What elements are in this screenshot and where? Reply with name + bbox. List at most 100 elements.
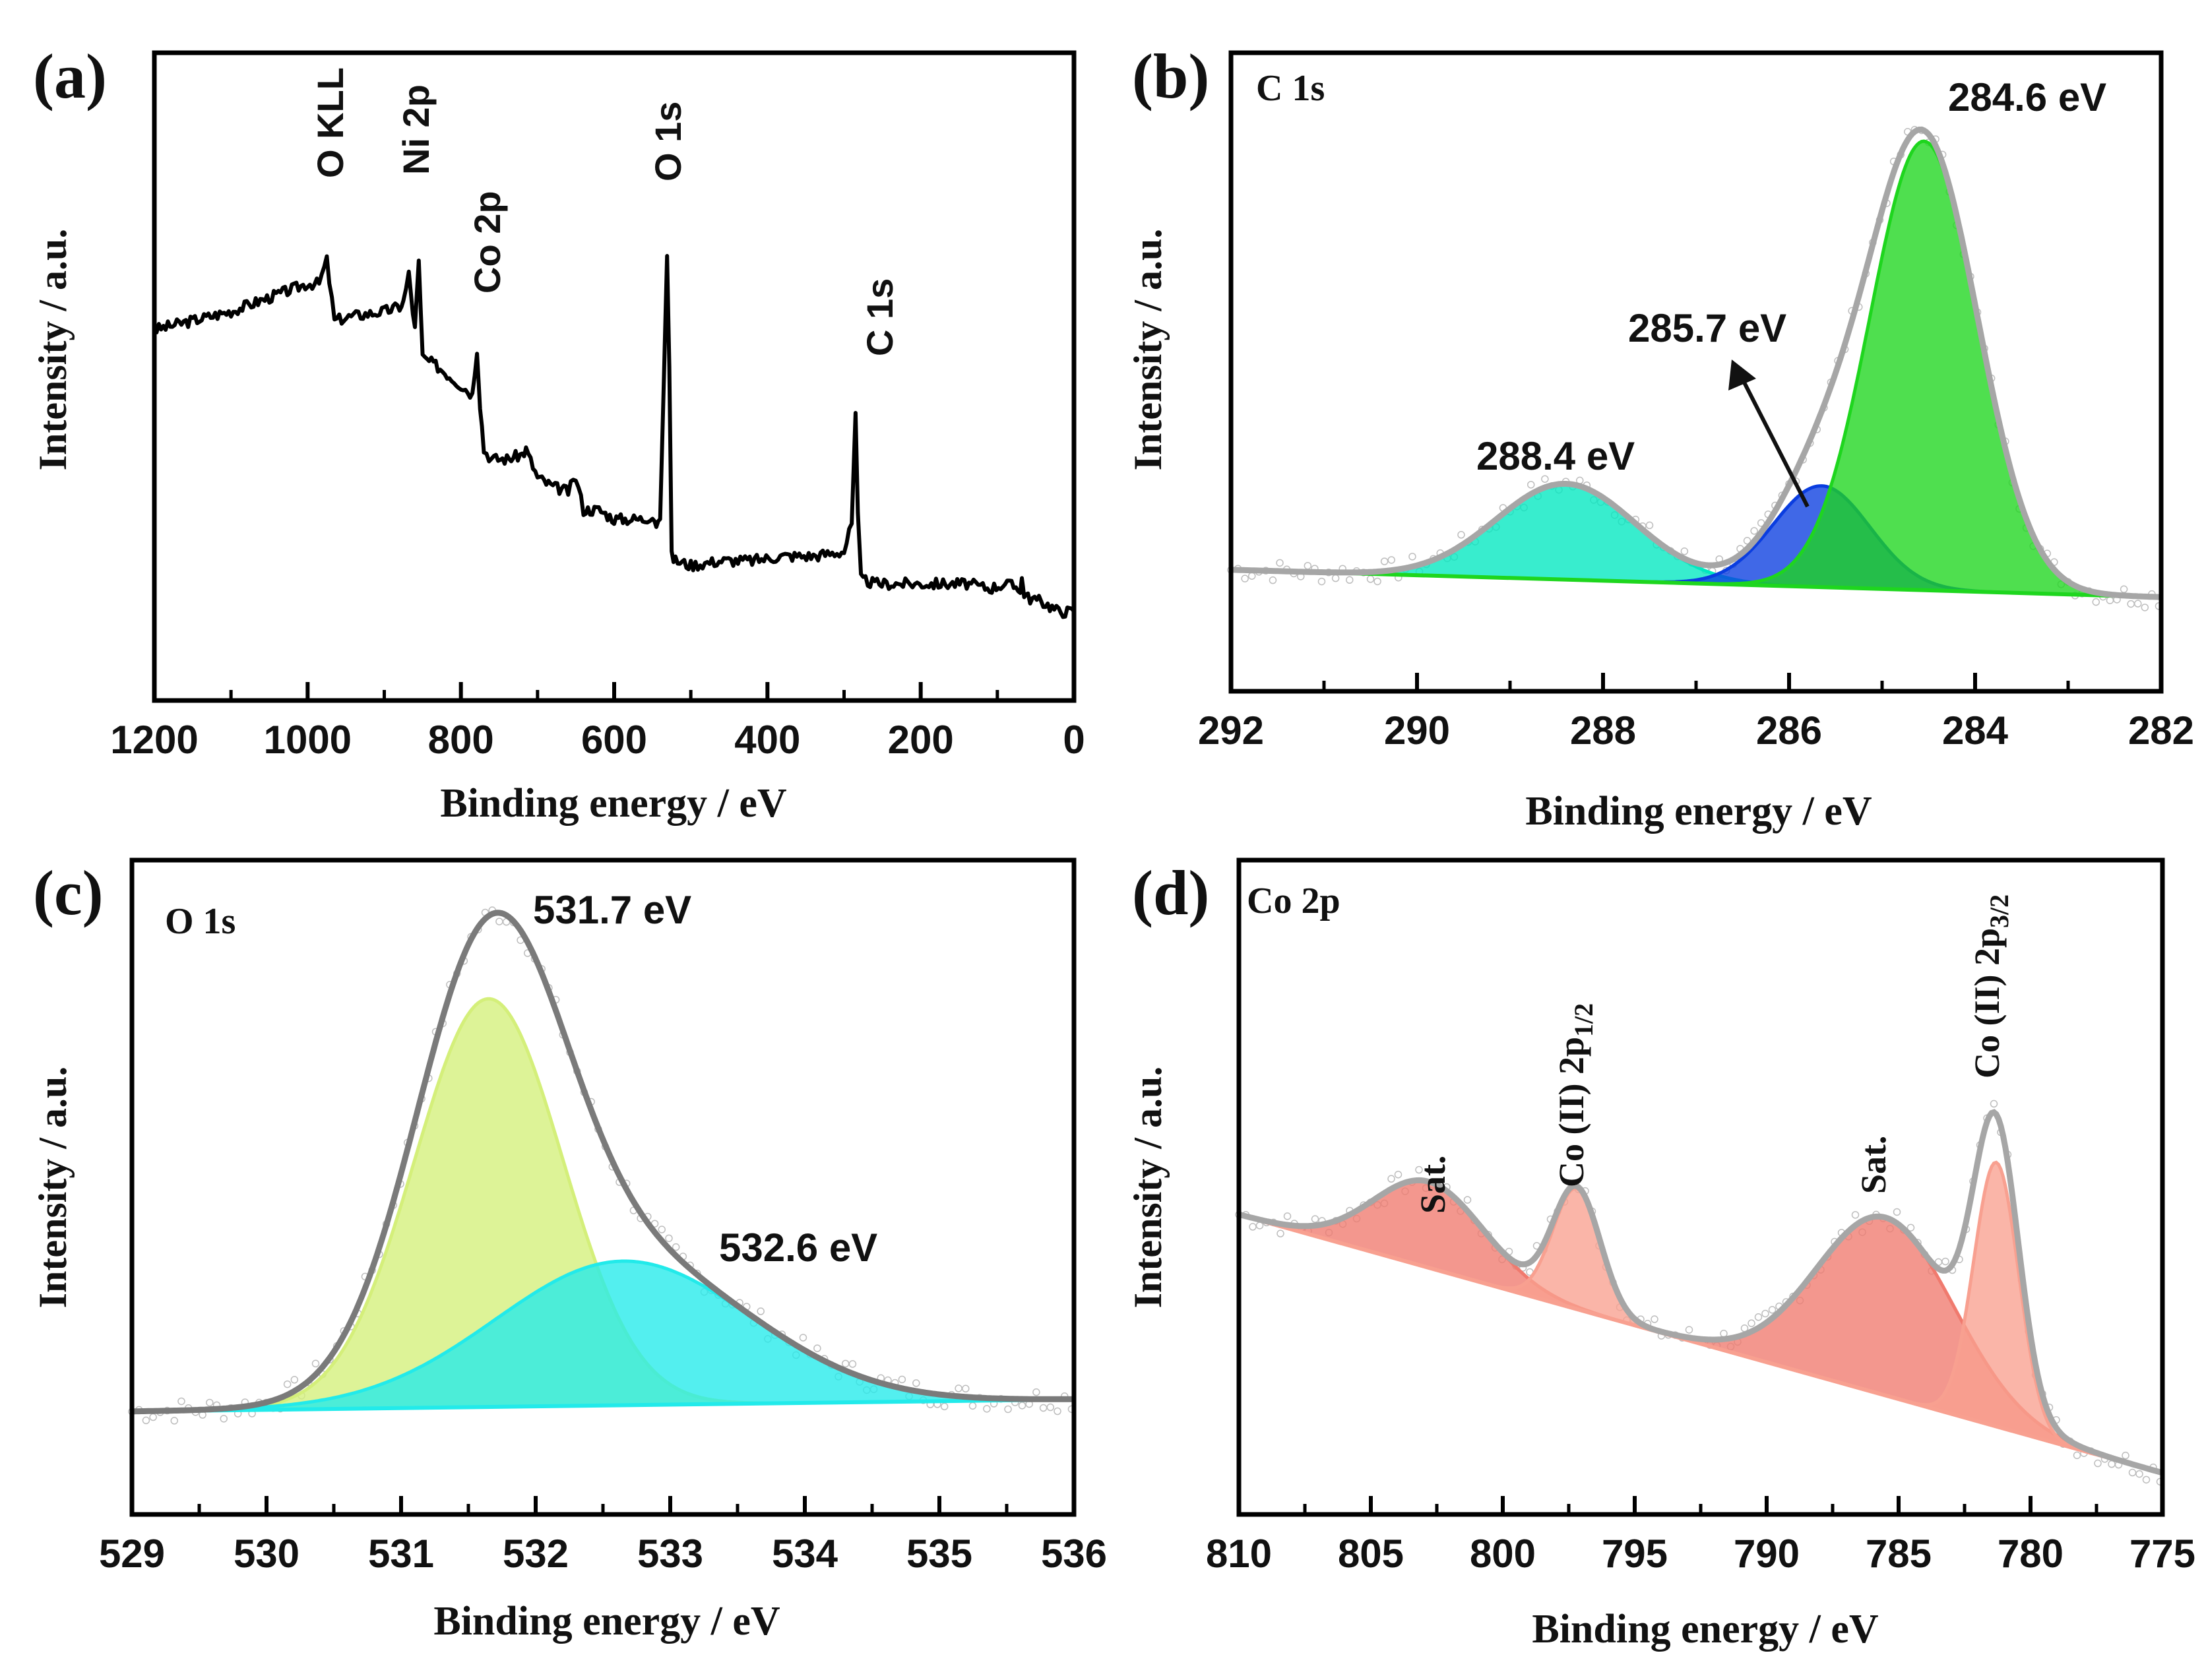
raw-data-point: [290, 1376, 299, 1384]
raw-data-point: [672, 1243, 680, 1251]
panel-b-frame: [1228, 50, 2164, 694]
raw-data-point: [983, 1405, 991, 1413]
panel-b-label: (b): [1132, 41, 1209, 111]
panel-b-c1s: (b) 292 290 288 286 284 282 C 1s Binding ener…: [1126, 41, 2194, 834]
raw-data-point: [940, 1402, 949, 1411]
raw-data-point: [813, 1344, 821, 1352]
x-tick-label: 775: [2129, 1532, 2195, 1576]
panel-a-label: (a): [33, 41, 107, 111]
panel-c-plot-area: [128, 906, 1076, 1425]
raw-data-point: [1004, 1405, 1012, 1414]
fit-component-peak: [1230, 139, 2162, 599]
raw-data-point: [1685, 1326, 1693, 1334]
fit-envelope: [1230, 126, 2162, 600]
raw-data-point: [1387, 1175, 1395, 1183]
panel-c-frame: [129, 857, 1077, 1517]
raw-data-point: [665, 1234, 673, 1243]
panel-c-label: (c): [33, 857, 104, 928]
raw-data-point: [1387, 556, 1395, 564]
annotation-sat-1: Sat.: [1413, 1155, 1453, 1214]
annotation-o-kll-text: O KLL: [309, 67, 351, 178]
raw-data-point: [2128, 1468, 2137, 1477]
panel-d-y-axis-title: Intensity / a.u.: [1126, 1067, 1170, 1309]
panel-d-x-axis-title: Binding energy / eV: [1532, 1607, 1879, 1652]
raw-data-point: [1748, 1319, 1755, 1327]
raw-data-point: [2106, 596, 2114, 604]
raw-data-point: [968, 1402, 977, 1410]
raw-data-point: [898, 1375, 906, 1384]
annotation-532-6: 532.6 eV: [719, 1226, 877, 1270]
raw-data-point: [1039, 1404, 1048, 1412]
x-tick-label: 805: [1338, 1532, 1404, 1576]
fit-envelope: [1238, 1109, 2164, 1476]
x-tick-label: 282: [2128, 708, 2194, 753]
panel-a-x-axis: 1200 1000 800 600 400 200 0: [110, 682, 1085, 762]
raw-data-point: [170, 1417, 179, 1425]
x-tick-label: 532: [503, 1532, 569, 1576]
raw-data-point: [2141, 604, 2149, 611]
x-tick-label: 600: [581, 718, 647, 762]
raw-data-point: [1907, 1224, 1915, 1231]
panel-c-o1s: (c) 529 530 531 532 533 534 535 536 O 1s Bindin…: [31, 857, 1107, 1644]
annotation-co-2p12-text: Co (II) 2p: [1552, 1037, 1591, 1187]
raw-data-point: [2135, 1470, 2143, 1478]
raw-data-point: [1032, 1388, 1040, 1396]
x-tick-label: 780: [1998, 1532, 2064, 1576]
survey-spectrum-line: [154, 254, 1076, 619]
raw-data-point: [1276, 1229, 1284, 1237]
fit-component-peak: [130, 1259, 1076, 1414]
x-tick-label: 534: [772, 1532, 838, 1576]
panel-a-survey: (a) 1200 1000 800 600 400 200 0 Binding energy…: [31, 41, 1085, 826]
raw-data-point: [2094, 1459, 2102, 1468]
raw-data-point: [1346, 576, 1354, 584]
annotation-ni-2p: Ni 2p: [395, 84, 437, 175]
x-tick-label: 531: [368, 1532, 434, 1576]
x-tick-label: 292: [1198, 708, 1264, 753]
panel-c-y-axis-title: Intensity / a.u.: [31, 1067, 75, 1309]
raw-data-point: [2073, 1451, 2081, 1460]
panel-a-y-axis-title: Intensity / a.u.: [31, 229, 75, 471]
panel-b-title: C 1s: [1256, 68, 1325, 109]
annotation-284-6: 284.6 eV: [1948, 75, 2106, 119]
raw-data-point: [1415, 1166, 1423, 1174]
raw-data-point: [1990, 1100, 1998, 1108]
raw-data-point: [1768, 1306, 1777, 1314]
annotation-o-kll: O KLL: [309, 67, 351, 178]
raw-data-point: [1380, 557, 1389, 565]
annotation-285-7: 285.7 eV: [1628, 306, 1786, 350]
raw-data-point: [2108, 1460, 2116, 1468]
fit-baseline: [1230, 567, 2162, 600]
raw-data-point: [1331, 574, 1340, 582]
raw-data-point: [283, 1380, 292, 1388]
x-tick-label: 1000: [264, 718, 352, 762]
annotation-arrow: [1728, 359, 1810, 508]
x-tick-label: 800: [428, 718, 494, 762]
raw-data-point: [311, 1359, 320, 1368]
x-tick-label: 800: [1470, 1532, 1536, 1576]
raw-data-point: [1680, 547, 1689, 555]
panel-b-y-axis-title: Intensity / a.u.: [1126, 229, 1170, 471]
raw-data-point: [1311, 1215, 1319, 1223]
raw-data-point: [848, 1360, 857, 1368]
panel-c-x-axis: 529 530 531 532 533 534 535 536: [99, 1496, 1107, 1576]
raw-data-point: [1893, 1208, 1901, 1216]
x-tick-label: 0: [1063, 718, 1085, 762]
panel-d-x-axis: 810 805 800 795 790 785 780 775: [1206, 1496, 2195, 1576]
raw-data-point: [1541, 475, 1549, 483]
raw-data-point: [1750, 527, 1758, 535]
x-tick-label: 530: [234, 1532, 299, 1576]
panel-b-plot-area: [1227, 125, 2163, 611]
raw-data-point: [1373, 577, 1381, 586]
raw-data-point: [206, 1398, 214, 1407]
raw-data-point: [2142, 1476, 2151, 1484]
x-tick-label: 290: [1384, 708, 1450, 753]
raw-data-point: [1241, 575, 1249, 582]
raw-data-point: [220, 1415, 228, 1423]
raw-data-point: [1761, 1309, 1769, 1318]
x-tick-label: 536: [1041, 1532, 1107, 1576]
raw-data-point: [149, 1413, 157, 1421]
x-tick-label: 288: [1570, 708, 1636, 753]
raw-data-point: [955, 1384, 962, 1392]
annotation-co-2p: Co 2p: [466, 191, 508, 294]
